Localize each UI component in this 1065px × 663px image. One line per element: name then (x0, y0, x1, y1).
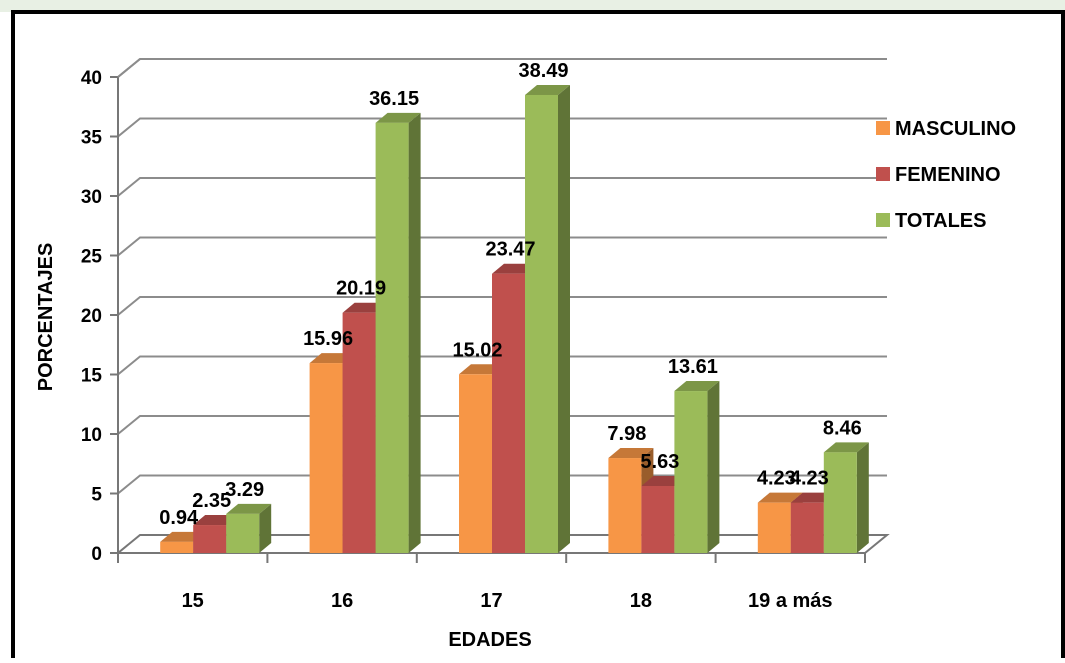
data-label: 7.98 (607, 423, 646, 445)
axes: 0 5 10 15 20 25 30 35 40 15 16 17 18 19 a más (81, 58, 866, 612)
bar (790, 502, 824, 553)
bar-top (375, 112, 421, 123)
data-label: 0.94 (159, 507, 199, 529)
legend-swatch (876, 167, 890, 181)
x-tick-label: 17 (480, 590, 502, 612)
data-label: 3.29 (225, 479, 264, 501)
legend-swatch (876, 213, 890, 227)
bar-top (226, 503, 272, 514)
bar (226, 513, 260, 553)
x-tick-label: 18 (630, 590, 652, 612)
x-tick-label: 15 (182, 590, 204, 612)
bar (459, 374, 492, 553)
bars (160, 84, 869, 554)
x-axis-title: EDADES (448, 629, 531, 651)
bar (641, 486, 675, 553)
x-tick-label: 16 (331, 590, 353, 612)
data-label: 13.61 (668, 356, 718, 378)
legend-swatch (876, 121, 890, 135)
bar (757, 502, 791, 553)
bar-side (707, 381, 720, 553)
bar-side (259, 503, 272, 553)
gridline (117, 355, 887, 376)
legend-label: FEMENINO (895, 164, 1001, 186)
bar-top (823, 442, 869, 453)
y-tick-label: 20 (81, 306, 102, 327)
y-tick-label: 35 (81, 128, 103, 149)
data-label: 4.23 (790, 468, 829, 490)
data-label: 4.23 (757, 468, 796, 490)
data-label: 38.49 (518, 60, 568, 82)
bar-side (408, 112, 421, 553)
gridline (117, 415, 887, 435)
bar-side (856, 442, 869, 553)
gridline (117, 117, 887, 138)
y-tick-label: 30 (81, 187, 102, 208)
bar (674, 391, 708, 553)
bar (823, 452, 857, 553)
bar-top (608, 448, 654, 459)
bar (309, 363, 343, 553)
data-label: 23.47 (485, 239, 535, 261)
bar (193, 525, 227, 553)
y-tick-label: 10 (81, 425, 102, 446)
legend-label: TOTALES (895, 210, 986, 232)
bar-top (525, 84, 570, 95)
y-axis-title: PORCENTAJES (35, 243, 57, 392)
data-label: 5.63 (640, 451, 679, 473)
gridlines (115, 58, 890, 554)
bar (160, 541, 194, 553)
y-axis-depth (117, 58, 141, 78)
data-label: 36.15 (369, 88, 419, 110)
legend: MASCULINO FEMENINO TOTALES (876, 118, 1016, 232)
y-tick-label: 15 (81, 366, 103, 387)
gridline (117, 296, 887, 316)
y-tick-label: 25 (81, 247, 103, 268)
bar (525, 94, 558, 554)
data-label: 2.35 (192, 490, 231, 512)
bar (342, 312, 376, 553)
bar (608, 458, 642, 553)
data-label: 8.46 (823, 417, 862, 439)
data-label: 15.96 (303, 328, 353, 350)
top-strip (0, 0, 1065, 12)
bar (492, 273, 525, 553)
legend-label: MASCULINO (895, 118, 1016, 140)
y-tick-label: 5 (91, 485, 102, 506)
data-labels: 0.942.353.29 15.96 20.19 36.15 15.02 23.47 38.… (159, 60, 862, 529)
y-tick-label: 40 (81, 68, 102, 89)
data-label: 20.19 (336, 278, 386, 300)
y-tick-label: 0 (91, 544, 102, 565)
bar-top (674, 381, 720, 392)
bar (375, 122, 409, 553)
bar-side (558, 84, 570, 554)
data-label: 15.02 (452, 339, 502, 361)
x-tick-label: 19 a más (748, 590, 833, 612)
gridline (117, 236, 887, 257)
bar-top (757, 492, 803, 503)
gridline (117, 177, 887, 197)
